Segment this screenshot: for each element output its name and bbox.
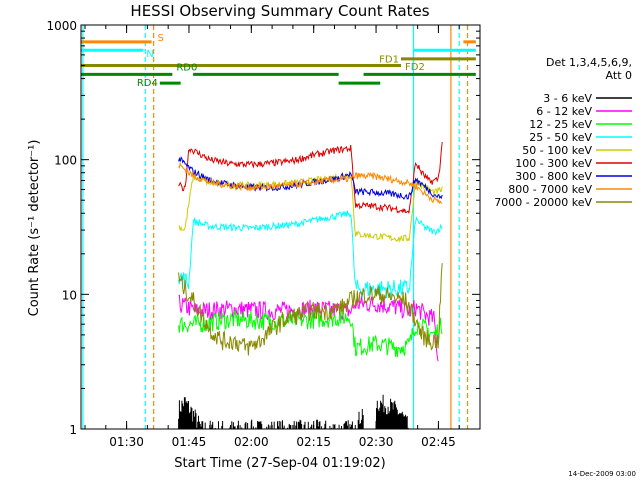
axis-layer: SN FD1 FD2 RD0 RD4 1 10 100 1000 01:30 01:45 02:00 0… bbox=[46, 19, 481, 449]
series-line-7000-20000-kev bbox=[178, 263, 443, 356]
x-tick-label-0230: 02:30 bbox=[359, 435, 394, 449]
flag-label-rd0: RD0 bbox=[176, 62, 197, 73]
chart-title: HESSI Observing Summary Count Rates bbox=[130, 2, 429, 20]
legend-label-50-100-kev: 50 - 100 keV bbox=[522, 144, 592, 157]
y-tick-label-100: 100 bbox=[54, 154, 77, 168]
legend-label-7000-20000-kev: 7000 - 20000 keV bbox=[494, 196, 592, 209]
legend-header-2: Att 0 bbox=[606, 69, 632, 82]
x-tick-label-0215: 02:15 bbox=[296, 435, 331, 449]
flag-label-s: S bbox=[158, 33, 164, 44]
data-layer bbox=[81, 25, 476, 429]
legend-label-25-50-kev: 25 - 50 keV bbox=[529, 131, 592, 144]
flag-label-n: N bbox=[146, 49, 153, 60]
legend-label-800-7000-kev: 800 - 7000 keV bbox=[508, 183, 592, 196]
x-tick-label-0245: 02:45 bbox=[421, 435, 456, 449]
y-tick-label-1: 1 bbox=[69, 423, 77, 437]
series-line-12-25-kev bbox=[178, 307, 443, 358]
flag-label-fd2: FD2 bbox=[405, 62, 425, 73]
legend-label-12-25-kev: 12 - 25 keV bbox=[529, 118, 592, 131]
legend-label-3-6-kev: 3 - 6 keV bbox=[543, 92, 592, 105]
footer-date: 14-Dec-2009 03:00 bbox=[568, 470, 636, 478]
x-tick-label-0145: 01:45 bbox=[172, 435, 207, 449]
legend-label-100-300-kev: 100 - 300 keV bbox=[515, 157, 592, 170]
series-line-25-50-kev bbox=[178, 210, 443, 299]
legend-label-6-12-kev: 6 - 12 keV bbox=[536, 105, 592, 118]
series-line-800-7000-kev bbox=[178, 161, 443, 205]
series-line-100-300-kev bbox=[178, 142, 443, 214]
flag-label-fd1: FD1 bbox=[379, 55, 399, 66]
y-tick-label-10: 10 bbox=[62, 288, 77, 302]
legend-label-300-800-kev: 300 - 800 keV bbox=[515, 170, 592, 183]
x-tick-label-0130: 01:30 bbox=[109, 435, 144, 449]
legend-header-1: Det 1,3,4,5,6,9, bbox=[546, 56, 632, 69]
y-tick-label-1000: 1000 bbox=[46, 19, 77, 33]
series-line-3-6-kev bbox=[178, 394, 410, 429]
x-tick-label-0200: 02:00 bbox=[234, 435, 269, 449]
flag-label-rd4: RD4 bbox=[137, 78, 158, 89]
plot-frame bbox=[80, 24, 481, 430]
y-axis-label: Count Rate (s⁻¹ detector⁻¹) bbox=[27, 140, 42, 317]
x-axis-label: Start Time (27-Sep-04 01:19:02) bbox=[174, 456, 385, 471]
series-line-6-12-kev bbox=[178, 294, 439, 362]
